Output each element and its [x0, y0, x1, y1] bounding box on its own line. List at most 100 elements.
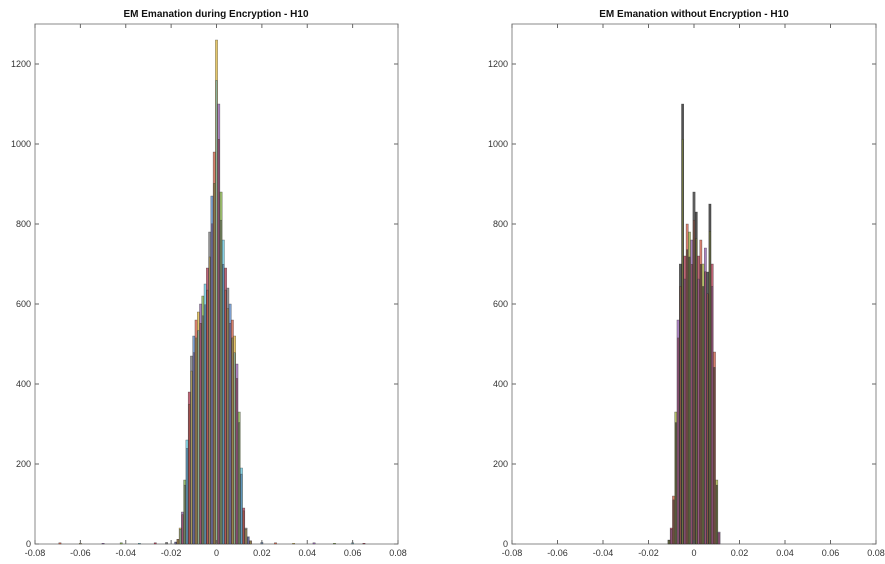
- histogram-bar-overlay: [693, 220, 694, 544]
- y-tick-label: 800: [16, 219, 31, 229]
- histogram-bar-overlay: [200, 323, 201, 544]
- histogram-bar-overlay: [211, 224, 212, 544]
- histogram-bar-overlay: [214, 183, 215, 544]
- histogram-bar-overlay: [209, 257, 210, 544]
- histogram-bar-overlay: [714, 367, 715, 544]
- histogram-bar-overlay: [177, 540, 178, 544]
- x-tick-label: 0.02: [253, 548, 271, 558]
- y-tick-label: 1000: [11, 139, 31, 149]
- chart-title: EM Emanation during Encryption - H10: [123, 9, 308, 20]
- histogram-bar-overlay: [232, 338, 233, 544]
- histogram-bar-overlay: [218, 139, 219, 544]
- histogram-bar-overlay: [712, 286, 713, 544]
- x-tick-label: -0.04: [593, 548, 614, 558]
- histogram-bar-overlay: [687, 250, 688, 544]
- x-tick-label: -0.04: [115, 548, 136, 558]
- chart-title: EM Emanation without Encryption - H10: [599, 9, 789, 20]
- histogram-bar-overlay: [248, 537, 249, 544]
- histogram-bar-overlay: [702, 286, 703, 544]
- histogram-bar-overlay: [680, 286, 681, 544]
- histogram-bar-overlay: [675, 423, 676, 544]
- y-tick-label: 200: [493, 459, 508, 469]
- histogram-bar-overlay: [689, 257, 690, 544]
- histogram-bar-overlay: [671, 529, 672, 544]
- histogram-bar-overlay: [707, 294, 708, 544]
- histogram-bar-overlay: [245, 529, 246, 544]
- y-tick-label: 400: [493, 379, 508, 389]
- y-tick-label: 600: [493, 299, 508, 309]
- histogram-panel-without-encryption: EM Emanation without Encryption - H10 0 2…: [488, 9, 885, 558]
- histogram-bar-tail: [313, 543, 315, 544]
- histogram-bar-overlay: [225, 290, 226, 544]
- x-tick-label: -0.02: [161, 548, 182, 558]
- histogram-bar-overlay: [705, 272, 706, 544]
- histogram-bar-overlay: [698, 279, 699, 544]
- histogram-bar-overlay: [223, 264, 224, 544]
- histogram-bar-overlay: [207, 290, 208, 544]
- histogram-bar-tail: [59, 543, 61, 544]
- histogram-bar-tail: [274, 543, 276, 544]
- histogram-bar-overlay: [195, 338, 196, 544]
- x-tick-label: -0.08: [502, 548, 523, 558]
- histogram-bar-overlay: [175, 542, 176, 544]
- histogram-bar-overlay: [234, 353, 235, 544]
- histogram-bar-overlay: [677, 338, 678, 544]
- y-tick-label: 400: [16, 379, 31, 389]
- y-tick-label: 800: [493, 219, 508, 229]
- y-tick-label: 200: [16, 459, 31, 469]
- histogram-bar-overlay: [241, 474, 242, 544]
- x-tick-label: 0.06: [344, 548, 362, 558]
- x-tick-label: 0.04: [298, 548, 316, 558]
- histogram-bar-overlay: [682, 139, 683, 544]
- histogram-bar-overlay: [198, 331, 199, 544]
- histogram-bar-tail: [293, 543, 295, 544]
- x-tick-label: 0.08: [389, 548, 407, 558]
- histogram-bar-tail: [363, 543, 365, 544]
- x-tick-label: 0.06: [822, 548, 840, 558]
- histogram-panel-during-encryption: EM Emanation during Encryption - H10 0 20…: [11, 9, 407, 558]
- histogram-bar-tail: [333, 543, 335, 544]
- histogram-bar-overlay: [182, 515, 183, 544]
- x-tick-label: 0.08: [867, 548, 885, 558]
- y-tick-label: 1200: [11, 59, 31, 69]
- histogram-bar-tail: [154, 543, 156, 544]
- histogram-bar-overlay: [691, 264, 692, 544]
- histogram-bar-overlay: [243, 511, 244, 544]
- x-tick-label: 0: [214, 548, 219, 558]
- histogram-bar-overlay: [673, 500, 674, 544]
- histogram-bar-tail: [120, 543, 122, 544]
- histogram-bar-overlay: [718, 533, 719, 544]
- histogram-bar-tail: [138, 543, 140, 544]
- x-tick-label: 0.02: [731, 548, 749, 558]
- histogram-bar-overlay: [709, 231, 710, 544]
- histogram-bar-tail: [102, 543, 104, 544]
- histogram-bar-overlay: [700, 264, 701, 544]
- histogram-bar-overlay: [186, 448, 187, 544]
- histogram-bar-overlay: [239, 423, 240, 544]
- histogram-bar-overlay: [216, 80, 217, 544]
- histogram-bar-overlay: [184, 485, 185, 544]
- x-tick-label: -0.08: [25, 548, 46, 558]
- histogram-bar-overlay: [716, 485, 717, 544]
- x-tick-label: -0.02: [638, 548, 659, 558]
- histogram-bar-overlay: [227, 308, 228, 544]
- histogram-bar-overlay: [684, 279, 685, 544]
- histogram-bar-overlay: [191, 371, 192, 544]
- histogram-bar-overlay: [180, 529, 181, 544]
- histogram-bar-overlay: [189, 404, 190, 544]
- x-tick-label: -0.06: [547, 548, 568, 558]
- y-tick-label: 1000: [488, 139, 508, 149]
- x-tick-label: -0.06: [70, 548, 91, 558]
- histogram-bar-overlay: [236, 378, 237, 544]
- histogram-bar-overlay: [696, 239, 697, 544]
- histogram-bar-overlay: [250, 541, 251, 544]
- x-tick-label: 0.04: [776, 548, 794, 558]
- histogram-bar-overlay: [668, 540, 669, 544]
- histogram-bar-overlay: [229, 323, 230, 544]
- histogram-bar-overlay: [202, 316, 203, 544]
- histogram-bar-overlay: [193, 353, 194, 544]
- x-tick-label: 0: [691, 548, 696, 558]
- histogram-bar-overlay: [220, 220, 221, 544]
- histogram-bar-tail: [165, 542, 167, 544]
